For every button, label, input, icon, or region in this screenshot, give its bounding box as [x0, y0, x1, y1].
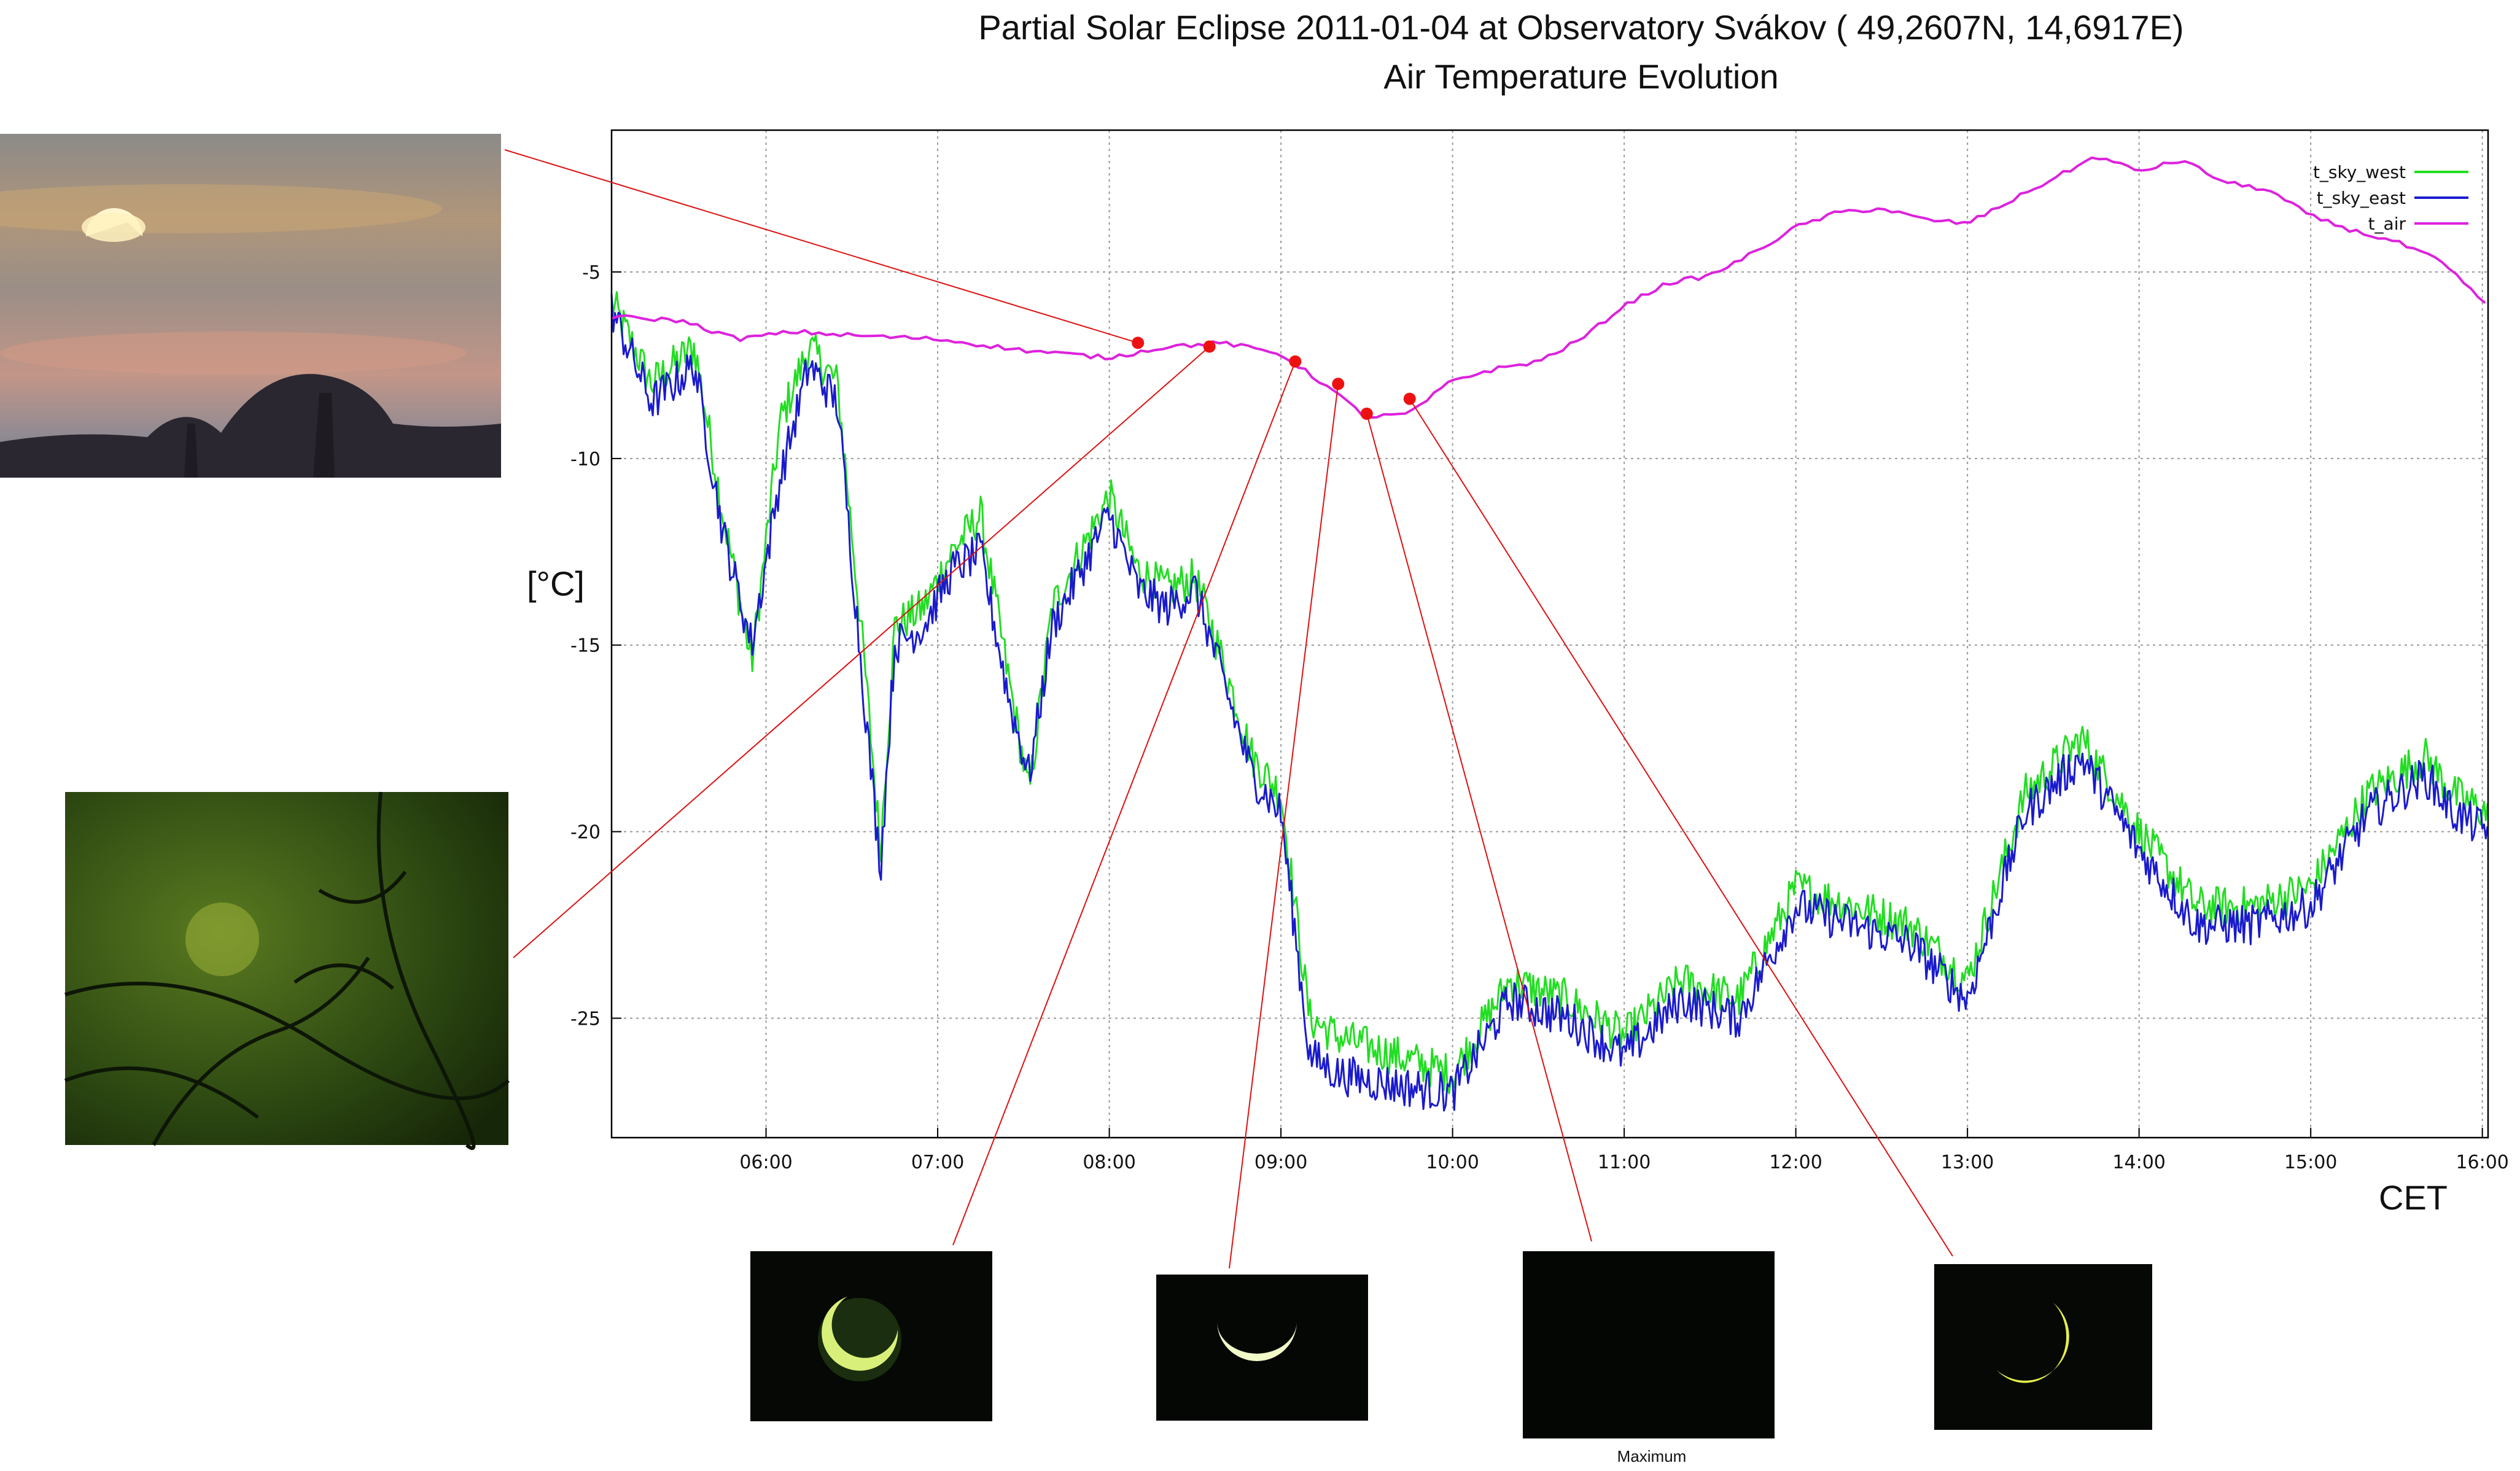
- grid-lines: [612, 130, 2488, 1138]
- x-tick-label: 13:00: [1941, 1152, 1994, 1173]
- plot-frame: [610, 129, 2489, 1139]
- axis-ticks: 06:00 07:00 08:00 09:00 10:00 11:00 12:00 13:00…: [570, 262, 2509, 1173]
- series-line-t_sky_east: [610, 293, 2489, 1112]
- x-tick-label: 15:00: [2284, 1152, 2337, 1173]
- photo-crescent-2: [1156, 1275, 1368, 1421]
- y-tick-label: -10: [570, 449, 601, 470]
- x-tick-label: 07:00: [911, 1152, 964, 1173]
- connector-line: [1229, 384, 1339, 1269]
- x-tick-label: 12:00: [1769, 1152, 1822, 1173]
- x-tick-label: 14:00: [2112, 1152, 2165, 1173]
- photo-crescent-maximum: [1523, 1251, 1775, 1438]
- legend-label: t_air: [2368, 214, 2406, 234]
- legend-label: t_sky_west: [2313, 162, 2406, 182]
- connector-line: [504, 149, 1138, 344]
- chart-title-line2: Air Temperature Evolution: [1383, 57, 1779, 96]
- series-line-t_air: [611, 156, 2486, 419]
- series-line-t_sky_west: [610, 291, 2489, 1095]
- y-tick-label: -5: [582, 262, 601, 284]
- eclipse-markers: [1132, 336, 1416, 420]
- photo-sunrise-clouds: [0, 134, 501, 478]
- x-tick-label: 09:00: [1254, 1152, 1307, 1173]
- y-tick-label: -20: [570, 822, 601, 844]
- y-tick-label: -15: [570, 635, 601, 657]
- chart-title-line1: Partial Solar Eclipse 2011-01-04 at Obse…: [978, 8, 2184, 47]
- y-tick-label: -25: [570, 1009, 601, 1030]
- photo-connector-lines: [504, 149, 1953, 1269]
- photo-crescent-4: [1934, 1264, 2152, 1430]
- connector-line: [952, 361, 1296, 1246]
- x-axis-label: CET: [2379, 1178, 2448, 1217]
- connector-line: [1366, 413, 1592, 1242]
- series-lines: [610, 156, 2489, 1112]
- photo-crescent-branches: [64, 791, 510, 1151]
- connector-line: [1409, 398, 1953, 1257]
- y-axis-label: [°C]: [527, 564, 585, 603]
- x-tick-label: 08:00: [1083, 1152, 1135, 1173]
- legend: t_sky_west t_sky_east t_air: [2313, 162, 2468, 234]
- x-tick-label: 06:00: [739, 1152, 792, 1173]
- x-tick-label: 16:00: [2456, 1152, 2508, 1173]
- photo-crescent-1: [750, 1251, 992, 1421]
- maximum-caption: Maximum: [1617, 1447, 1687, 1465]
- legend-label: t_sky_east: [2317, 188, 2406, 208]
- x-tick-label: 11:00: [1598, 1152, 1651, 1173]
- connector-line: [513, 346, 1210, 958]
- x-tick-label: 10:00: [1426, 1152, 1479, 1173]
